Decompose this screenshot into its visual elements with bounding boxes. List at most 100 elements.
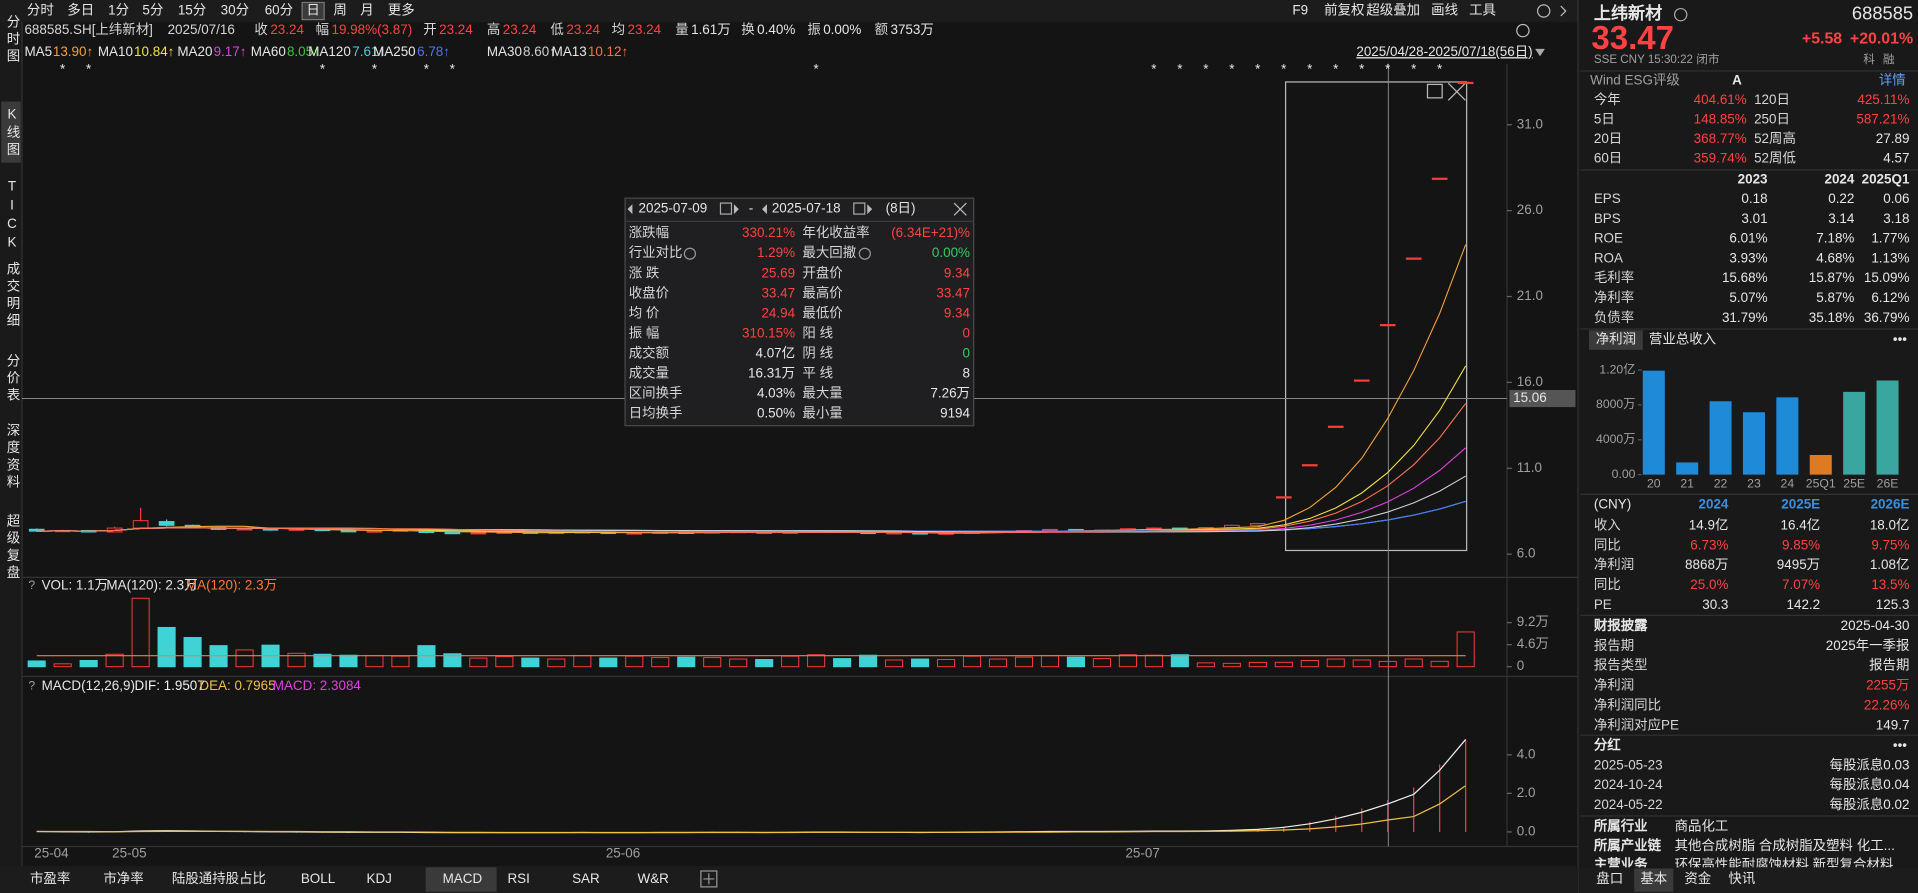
- fin-label: ROE: [1594, 231, 1623, 246]
- indicator-tab[interactable]: MACD: [443, 871, 483, 886]
- add-tab-icon[interactable]: [700, 870, 718, 888]
- chart-tab[interactable]: 营业总收入: [1649, 332, 1716, 347]
- tool-button[interactable]: F9: [1292, 3, 1308, 18]
- volume-bar: [1430, 660, 1449, 668]
- stock-name: 上纬新材: [1594, 3, 1662, 23]
- period-tab[interactable]: 月: [360, 3, 373, 18]
- add-tab-plus[interactable]: [703, 873, 715, 885]
- fin-value: 3.93%: [1729, 250, 1767, 265]
- volume-bar: [1118, 654, 1137, 668]
- field-value: 0.00%: [823, 22, 861, 37]
- date-arrow[interactable]: [867, 204, 873, 215]
- fin-value: 3.14: [1828, 211, 1855, 226]
- panel-tab[interactable]: 快讯: [1728, 871, 1755, 886]
- calendar-icon[interactable]: [719, 202, 733, 215]
- side-tab[interactable]: 深度资料: [4, 423, 20, 492]
- period-tab[interactable]: 更多: [388, 2, 415, 18]
- y-tick-label: 8000万: [1596, 397, 1635, 411]
- volume-bar: [807, 654, 826, 668]
- tool-button[interactable]: 前复权: [1324, 2, 1364, 18]
- indicator-tab[interactable]: RSI: [507, 871, 529, 886]
- volume-bar: [1014, 656, 1034, 668]
- forecast-label: 同比: [1594, 537, 1621, 552]
- chart-tab[interactable]: 净利润: [1596, 332, 1636, 347]
- panel-tab[interactable]: 基本: [1640, 870, 1667, 886]
- side-tab[interactable]: TICK: [4, 179, 19, 254]
- indicator-tab[interactable]: W&R: [638, 871, 670, 886]
- field-label: 均: [612, 22, 625, 37]
- indicator-tab[interactable]: KDJ: [367, 871, 392, 886]
- settings-icon[interactable]: [1516, 23, 1530, 38]
- stat-value: 0.00%: [932, 245, 970, 260]
- security-code: 688585.SH[上纬新材]: [24, 22, 152, 37]
- volume-bar: [729, 658, 748, 668]
- forecast-label: 同比: [1594, 577, 1621, 592]
- candle-body: [1405, 257, 1422, 260]
- range-label[interactable]: 2025/04/28-2025/07/18(56日): [1356, 44, 1532, 59]
- more-icon: •••: [1893, 738, 1907, 753]
- zoom-icon[interactable]: [1426, 83, 1443, 99]
- report-label: 报告类型: [1594, 658, 1648, 673]
- event-marker: *: [1411, 61, 1417, 76]
- side-tab[interactable]: 分价表: [4, 353, 20, 405]
- period-tab[interactable]: 1分: [108, 3, 129, 18]
- tool-button[interactable]: 超级叠加: [1366, 3, 1420, 18]
- dropdown-icon[interactable]: [1535, 48, 1545, 57]
- indicator-tab[interactable]: 陆股通持股占比: [172, 871, 266, 886]
- side-tab[interactable]: K线图: [4, 106, 20, 159]
- dividend-date: 2024-10-24: [1594, 777, 1663, 792]
- help-icon[interactable]: [1536, 4, 1551, 18]
- period-tab[interactable]: 日: [306, 3, 319, 18]
- industry-value: 其他合成树脂 合成树脂及塑料 化工...: [1675, 838, 1895, 853]
- stat-label: 振 幅: [629, 326, 660, 341]
- panel-tab[interactable]: 资金: [1684, 871, 1711, 886]
- date-arrow[interactable]: [733, 204, 739, 215]
- report-label: 净利润: [1594, 678, 1634, 693]
- zoom-selection[interactable]: [1284, 81, 1468, 552]
- esg-link[interactable]: 详情: [1879, 72, 1906, 87]
- fin-value: 36.79%: [1864, 310, 1910, 325]
- event-marker: *: [1255, 61, 1261, 76]
- fin-label: 负债率: [1594, 309, 1634, 325]
- next-icon[interactable]: [1560, 5, 1567, 17]
- period-tab[interactable]: 多日: [67, 2, 94, 18]
- last-price: 33.47: [1591, 19, 1674, 56]
- indicator-tab[interactable]: 市净率: [103, 870, 143, 886]
- forecast-value: 16.4亿: [1781, 518, 1821, 533]
- tool-button[interactable]: 画线: [1431, 3, 1458, 18]
- indicator-tab[interactable]: SAR: [572, 871, 600, 886]
- help-icon: ?: [28, 578, 35, 592]
- period-tab[interactable]: 15分: [178, 3, 206, 18]
- crosshair-price: 15.06: [1513, 390, 1547, 405]
- panel-tab[interactable]: 盘口: [1596, 870, 1623, 886]
- active-panel-tab-bg: [1634, 868, 1674, 892]
- calendar-icon[interactable]: [853, 202, 866, 215]
- period-tab[interactable]: 周: [333, 3, 346, 18]
- close-zoom-icon[interactable]: [1447, 82, 1466, 101]
- event-marker: *: [372, 61, 378, 76]
- profit-bar: [1642, 370, 1665, 475]
- range-end[interactable]: 2025-07-18: [772, 201, 841, 216]
- side-tab[interactable]: 成交明细: [4, 262, 20, 331]
- forecast-value: 30.3: [1702, 597, 1728, 612]
- date-arrow[interactable]: [627, 204, 633, 215]
- date-arrow[interactable]: [762, 204, 767, 215]
- info-icon[interactable]: [1673, 7, 1688, 22]
- period-tab[interactable]: 分时: [27, 3, 54, 18]
- side-tab[interactable]: 分时图: [4, 15, 20, 67]
- range-start[interactable]: 2025-07-09: [639, 201, 708, 216]
- indicator-tab[interactable]: BOLL: [301, 871, 336, 886]
- close-icon[interactable]: [953, 202, 967, 216]
- period-tab[interactable]: 60分: [265, 3, 293, 18]
- event-marker: *: [1307, 61, 1313, 76]
- tool-button[interactable]: 工具: [1469, 3, 1496, 18]
- indicator-tab[interactable]: 市盈率: [30, 870, 70, 886]
- period-tab[interactable]: 30分: [221, 3, 249, 18]
- stat-value: 0.50%: [757, 406, 795, 421]
- period-tab[interactable]: 5分: [142, 3, 163, 18]
- report-value: 2255万: [1866, 678, 1909, 693]
- side-tab[interactable]: 超级复盘: [4, 514, 20, 583]
- dividend-value: 每股派息0.04: [1830, 776, 1910, 792]
- ma-name: MA5: [24, 44, 52, 59]
- dividend-date: 2024-05-22: [1594, 797, 1663, 812]
